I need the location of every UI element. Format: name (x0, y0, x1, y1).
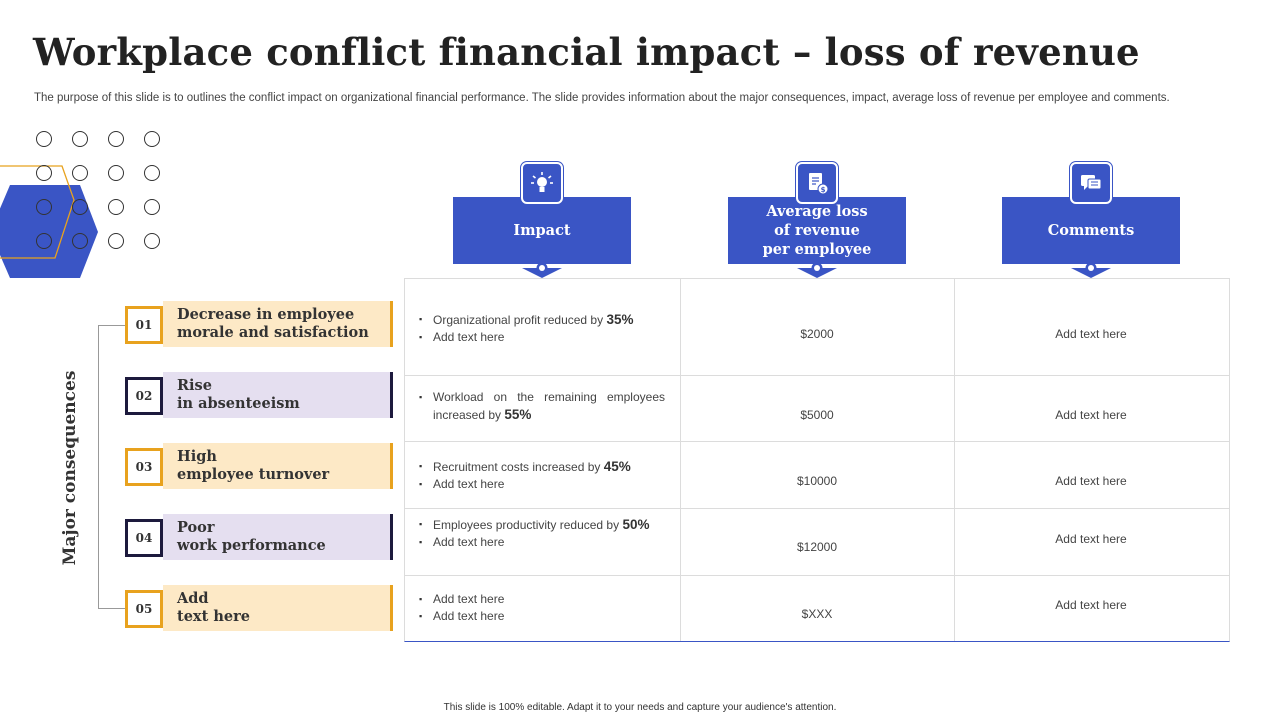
slide-footer: This slide is 100% editable. Adapt it to… (443, 702, 837, 713)
consequence-text: Decrease in employee morale and satisfac… (177, 306, 369, 341)
decorative-dot (72, 233, 88, 249)
impact-bullet: Recruitment costs increased by 45% (419, 458, 665, 476)
impact-text: Add text here (433, 330, 505, 344)
impact-text: Employees productivity reduced by (433, 518, 623, 532)
loss-cell: $12000 (796, 540, 838, 554)
impact-bullet: Add text here (419, 591, 665, 608)
table-row-divider (405, 375, 1229, 376)
consequence-text: Rise in absenteeism (177, 377, 300, 412)
impact-value: 45% (603, 459, 631, 474)
column-header: Comments (1002, 197, 1180, 264)
consequence-item: 01 Decrease in employee morale and satisf… (125, 301, 393, 347)
decorative-dot (36, 233, 52, 249)
consequence-bar: High employee turnover (163, 443, 393, 489)
consequence-number: 02 (125, 377, 163, 415)
impact-cell: Recruitment costs increased by 45%Add te… (419, 458, 665, 493)
consequence-bar: Add text here (163, 585, 393, 631)
consequence-number: 05 (125, 590, 163, 628)
decorative-dot (108, 131, 124, 147)
decorative-dot (72, 131, 88, 147)
consequences-bracket (98, 325, 126, 609)
impact-bullet: Add text here (419, 476, 665, 493)
comment-cell: Add text here (1055, 408, 1127, 422)
impact-text: Add text here (433, 609, 505, 623)
consequence-bar: Poor work performance (163, 514, 393, 560)
decorative-dot (108, 165, 124, 181)
decorative-dot (36, 165, 52, 181)
decorative-dot (36, 199, 52, 215)
decorative-dot (144, 199, 160, 215)
impact-cell: Add text here Add text here (419, 591, 665, 625)
comment-cell: Add text here (1055, 327, 1127, 341)
lightbulb-icon (521, 162, 563, 204)
impact-cell: Workload on the remaining employees incr… (419, 389, 665, 424)
loss-cell: $XXX (801, 607, 833, 621)
decorative-dot (144, 131, 160, 147)
table-row-divider (405, 441, 1229, 442)
column-header: Impact (453, 197, 631, 264)
consequence-item: 02 Rise in absenteeism (125, 372, 393, 418)
impact-bullet: Workload on the remaining employees incr… (419, 389, 665, 424)
chat-bubbles-icon (1070, 162, 1112, 204)
decorative-dot (72, 199, 88, 215)
impact-text: Recruitment costs increased by (433, 460, 604, 474)
impact-value: 35% (606, 312, 634, 327)
svg-text:$: $ (821, 186, 826, 194)
impact-bullet: Organizational profit reduced by 35% (419, 311, 665, 329)
money-document-icon: $ (796, 162, 838, 204)
column-header: Average loss of revenue per employee (728, 197, 906, 264)
header-pointer (797, 262, 837, 278)
decorative-dot (72, 165, 88, 181)
impact-cell: Organizational profit reduced by 35%Add … (419, 311, 665, 346)
consequences-label: Major consequences (60, 370, 80, 566)
impact-cell: Employees productivity reduced by 50%Add… (419, 516, 665, 551)
impact-value: 50% (622, 517, 650, 532)
consequence-item: 04 Poor work performance (125, 514, 393, 560)
impact-text: Add text here (433, 477, 505, 491)
decorative-hexagon (0, 160, 120, 290)
table-row-divider (405, 508, 1229, 509)
consequence-number: 03 (125, 448, 163, 486)
consequence-text: Poor work performance (177, 519, 326, 554)
comment-cell: Add text here (1055, 598, 1127, 612)
header-pointer (522, 262, 562, 278)
impact-text: Workload on the remaining employees incr… (433, 390, 665, 422)
consequence-bar: Decrease in employee morale and satisfac… (163, 301, 393, 347)
loss-cell: $2000 (800, 327, 834, 341)
decorative-dot (144, 233, 160, 249)
table-column-divider (680, 279, 681, 641)
slide-subtitle: The purpose of this slide is to outlines… (34, 92, 1170, 104)
header-pointer (1071, 262, 1111, 278)
comment-cell: Add text here (1055, 474, 1127, 488)
table-row-divider (405, 575, 1229, 576)
consequence-text: Add text here (177, 590, 250, 625)
decorative-dot (108, 233, 124, 249)
consequence-number: 01 (125, 306, 163, 344)
decorative-dot (36, 131, 52, 147)
decorative-dot (108, 199, 124, 215)
impact-text: Add text here (433, 535, 505, 549)
impact-bullet: Employees productivity reduced by 50% (419, 516, 665, 534)
consequence-number: 04 (125, 519, 163, 557)
consequence-item: 03 High employee turnover (125, 443, 393, 489)
impact-text: Organizational profit reduced by (433, 313, 607, 327)
impact-text: Add text here (433, 592, 505, 606)
impact-value: 55% (504, 407, 532, 422)
consequence-text: High employee turnover (177, 448, 330, 483)
comment-cell: Add text here (1055, 532, 1127, 546)
impact-bullet: Add text here (419, 608, 665, 625)
table-column-divider (954, 279, 955, 641)
loss-cell: $10000 (796, 474, 838, 488)
decorative-dot (144, 165, 160, 181)
consequence-item: 05 Add text here (125, 585, 393, 631)
impact-bullet: Add text here (419, 534, 665, 551)
loss-cell: $5000 (800, 408, 834, 422)
consequence-bar: Rise in absenteeism (163, 372, 393, 418)
impact-bullet: Add text here (419, 329, 665, 346)
impact-table: Organizational profit reduced by 35%Add … (404, 278, 1230, 642)
slide-title: Workplace conflict financial impact – lo… (33, 30, 1140, 74)
